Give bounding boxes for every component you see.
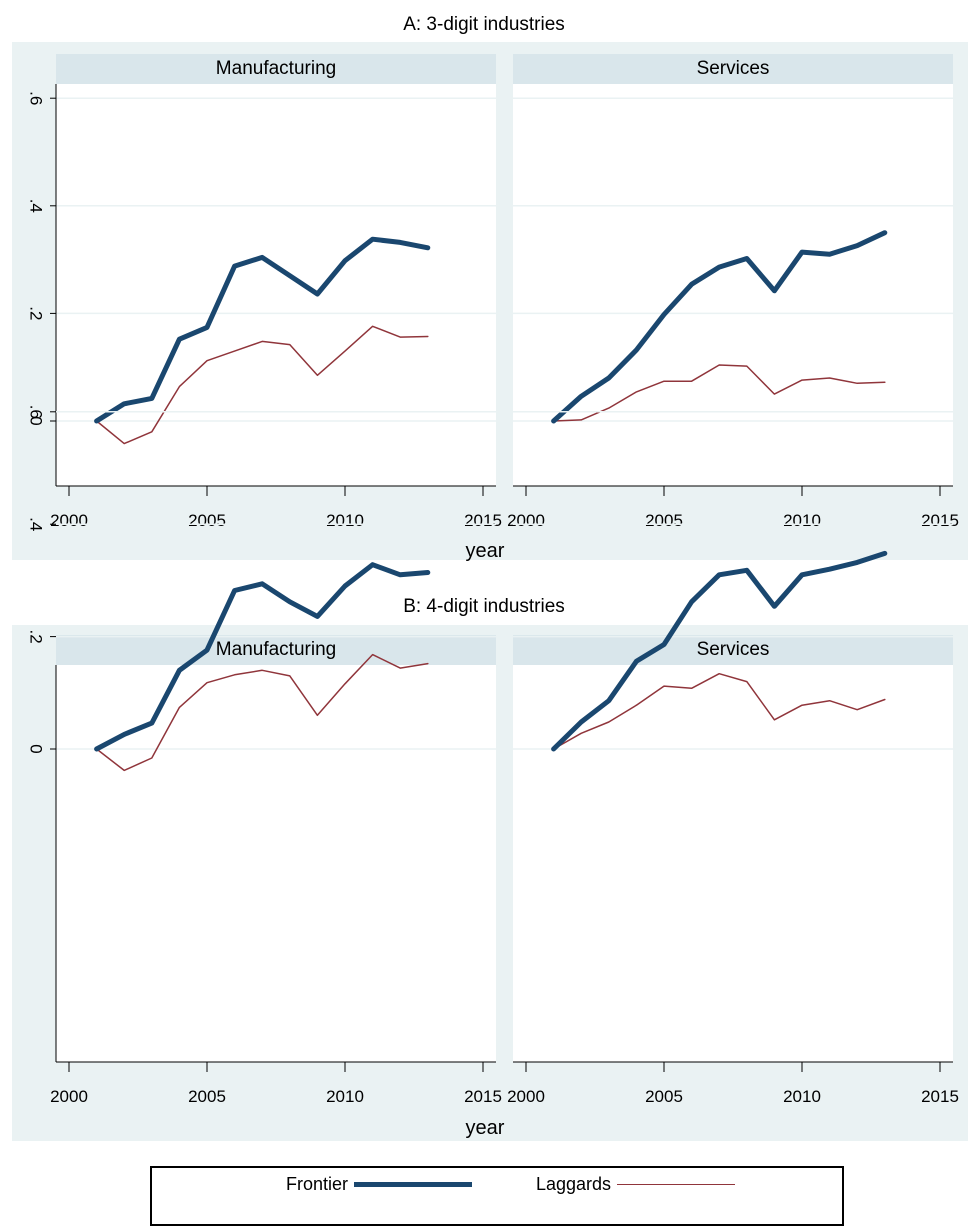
- legend-swatch-frontier: [354, 1182, 473, 1187]
- series-line-laggards-0-0: [95, 325, 429, 445]
- legend: Frontier Laggards: [150, 1166, 844, 1226]
- legend-swatch-laggards: [617, 1183, 736, 1186]
- x-tick-label-1-1-3: 2015: [921, 1087, 959, 1106]
- x-tick-label-0-1-1: 2005: [645, 511, 683, 530]
- x-tick-label-0-1-3: 2015: [921, 511, 959, 530]
- plot-area-0-0: [56, 84, 496, 486]
- y-tick-label-0-2: .4: [27, 199, 46, 213]
- x-tick-label-1-0-1: 2005: [188, 1087, 226, 1106]
- x-tick-label-1-0-3: 2015: [464, 1087, 502, 1106]
- x-tick-label-1-1-0: 2000: [507, 1087, 545, 1106]
- legend-label-laggards: Laggards: [536, 1174, 612, 1194]
- series-line-laggards-1-0: [95, 653, 429, 772]
- x-tick-label-0-1-2: 2010: [783, 511, 821, 530]
- x-axis-title-1: year: [466, 1117, 505, 1139]
- x-tick-label-0-0-1: 2005: [188, 511, 226, 530]
- y-tick-label-0-1: .2: [27, 306, 46, 320]
- panel-strip-a-manufacturing: Manufacturing: [56, 54, 496, 84]
- x-axis-title-0: year: [466, 540, 505, 562]
- panel-strip-b-services: Services: [513, 635, 953, 665]
- series-line-frontier-1-0: [94, 562, 431, 752]
- x-tick-label-0-0-0: 2000: [50, 511, 88, 530]
- series-line-frontier-0-0: [94, 236, 431, 424]
- x-tick-label-1-1-1: 2005: [645, 1087, 683, 1106]
- x-tick-label-0-0-3: 2015: [464, 511, 502, 530]
- y-tick-label-1-1: .2: [27, 630, 46, 644]
- legend-item-laggards: Laggards: [536, 1174, 736, 1195]
- x-tick-label-0-0-2: 2010: [326, 511, 364, 530]
- graph-title-a: A: 3-digit industries: [403, 14, 565, 35]
- x-tick-label-1-0-0: 2000: [50, 1087, 88, 1106]
- plot-area-0-1: [513, 84, 953, 486]
- series-line-laggards-1-1: [552, 672, 886, 750]
- series-line-frontier-1-1: [551, 550, 888, 752]
- y-tick-label-0-3: .6: [27, 91, 46, 105]
- panel-strip-b-manufacturing: Manufacturing: [56, 635, 496, 665]
- x-tick-label-1-1-2: 2010: [783, 1087, 821, 1106]
- graph-title-b: B: 4-digit industries: [403, 596, 565, 617]
- legend-label-frontier: Frontier: [286, 1174, 349, 1194]
- plot-area-1-0: [56, 665, 496, 1062]
- series-line-frontier-0-1: [551, 230, 888, 424]
- x-tick-label-0-1-0: 2000: [507, 511, 545, 530]
- y-tick-label-1-0: 0: [27, 744, 46, 753]
- y-tick-label-1-2: .4: [27, 517, 46, 531]
- y-tick-label-0-0: 0: [27, 416, 46, 425]
- panel-strip-a-services: Services: [513, 54, 953, 84]
- x-tick-label-1-0-2: 2010: [326, 1087, 364, 1106]
- y-tick-label-1-3: .6: [27, 405, 46, 419]
- legend-item-frontier: Frontier: [286, 1174, 473, 1195]
- series-line-laggards-0-1: [552, 364, 886, 422]
